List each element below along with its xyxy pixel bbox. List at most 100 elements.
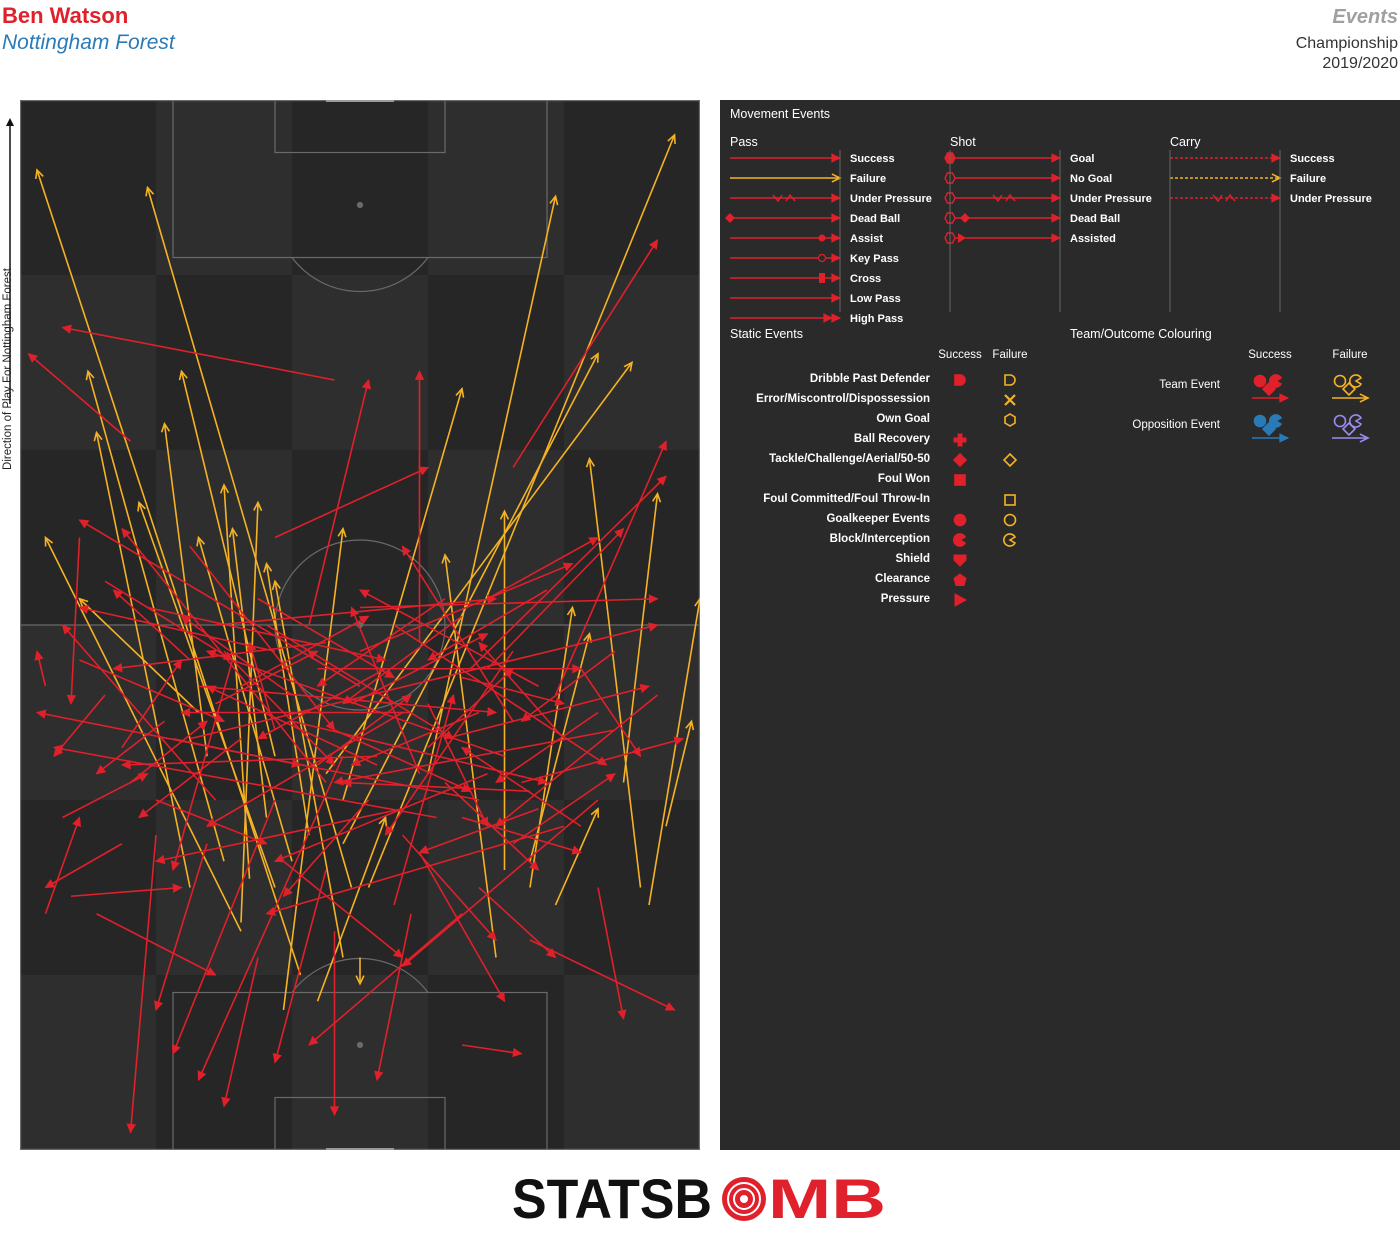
arrow-head (154, 854, 166, 865)
pass-line (282, 860, 404, 959)
legend-static-label: Tackle/Challenge/Aerial/50-50 (769, 453, 930, 465)
pass-line (78, 598, 200, 714)
pass-arrow (274, 466, 430, 539)
pass-arrow (418, 852, 506, 1003)
logo-text-left: STATSB (512, 1168, 712, 1230)
arrow-head (673, 736, 685, 746)
arrow-head (120, 759, 131, 770)
pass-line (317, 694, 412, 766)
pass-arrow (61, 624, 217, 801)
legend-pass-label: Under Pressure (850, 193, 932, 205)
assist-marker (818, 234, 826, 242)
penalty-box-top (172, 100, 548, 259)
arrow-head (355, 975, 365, 986)
pass-arrow (223, 650, 336, 766)
arrow-head (831, 233, 842, 243)
pass-line (257, 668, 386, 740)
pass-arrow (272, 869, 327, 1064)
pass-line (257, 598, 395, 679)
pass-arrow (172, 737, 302, 768)
arrow-head (1359, 433, 1370, 443)
pitch-lines (20, 100, 700, 1150)
pressure-zigzag (772, 193, 796, 203)
pass-line (427, 703, 489, 827)
arrow-head (272, 1052, 282, 1064)
arrow-head (831, 193, 842, 203)
pass-line (529, 939, 675, 1011)
pitch-zone (292, 100, 429, 276)
arrow-head (256, 836, 268, 845)
pass-arrow (521, 736, 685, 784)
pass-line (597, 887, 625, 1019)
goal-bottom (326, 1148, 394, 1150)
pass-line (495, 711, 599, 784)
pitch-zone (20, 275, 157, 451)
pitch-zone (292, 275, 429, 451)
legend-shot-item: Under Pressure (944, 192, 1152, 205)
pass-arrow (622, 491, 662, 783)
pass-line (129, 834, 157, 1133)
pass-line (580, 668, 642, 757)
arrow-head (1271, 193, 1282, 203)
pass-arrow (155, 799, 268, 845)
arrow-head (78, 597, 89, 608)
penalty-spot-bottom (356, 1041, 364, 1049)
arrow-head (503, 667, 514, 679)
pass-arrow (478, 641, 565, 740)
pass-arrow (486, 527, 625, 670)
arrow-head (614, 527, 625, 539)
dribble-marker (1004, 374, 1016, 386)
legend-pass-item: Key Pass (730, 253, 899, 265)
arrow-head (85, 369, 95, 381)
arrow-head (651, 491, 662, 503)
pass-line (401, 834, 497, 941)
legend-carry-label: Failure (1290, 173, 1326, 185)
legend-pass-item: Failure (730, 173, 886, 185)
pitch-zone (564, 975, 700, 1150)
pass-arrow (189, 622, 659, 740)
pass-arrow (219, 483, 251, 879)
penalty-spot-top (356, 201, 364, 209)
diamond-marker (1261, 381, 1277, 397)
pass-arrow (138, 738, 242, 819)
arrow-head (342, 694, 353, 705)
legend-static-label: Ball Recovery (854, 433, 931, 445)
legend-pass-item: Dead Ball (725, 213, 900, 225)
pass-arrow (350, 606, 421, 775)
pass-arrow (512, 773, 616, 845)
legend-shot-label: No Goal (1070, 173, 1112, 185)
pass-arrow (221, 957, 259, 1108)
circle-marker (953, 513, 967, 527)
arrow-head (1051, 213, 1062, 223)
competition-label: Championship (1295, 35, 1398, 52)
pass-arrow (317, 664, 583, 674)
arrow-head (461, 746, 472, 757)
legend-pass-item: Assist (730, 233, 883, 245)
arrow-head (658, 440, 667, 452)
pass-arrow (154, 843, 208, 1012)
pass-arrow (121, 659, 183, 748)
arrow-head (566, 605, 576, 617)
pass-line (197, 537, 293, 862)
pass-arrow (384, 650, 514, 836)
pass-line (478, 641, 565, 740)
pass-arrow (53, 694, 106, 758)
arrow-head (572, 664, 583, 674)
pass-line (172, 737, 301, 766)
pass-arrow (44, 816, 82, 915)
diamond-marker (1261, 421, 1277, 437)
legend-pass-label: Key Pass (850, 253, 899, 265)
legend-pass-item: High Pass (730, 313, 903, 325)
arrow-head (325, 720, 336, 731)
arrow-head (499, 509, 510, 520)
pass-arrow (342, 615, 463, 705)
arrow-head (590, 807, 600, 818)
pass-arrow (512, 239, 659, 468)
pass-line (96, 913, 216, 976)
arrow-head (27, 353, 39, 363)
arrow-head (667, 133, 676, 145)
pass-line (44, 537, 242, 932)
arrow-head (271, 579, 281, 591)
pass-line (138, 502, 276, 888)
arrow-head (221, 1096, 231, 1108)
